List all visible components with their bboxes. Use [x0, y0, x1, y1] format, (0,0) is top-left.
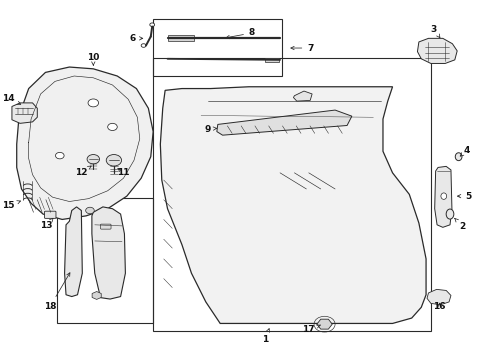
Polygon shape: [434, 166, 451, 227]
Circle shape: [85, 207, 94, 214]
Text: 15: 15: [2, 201, 20, 210]
Text: 5: 5: [457, 192, 470, 201]
Polygon shape: [293, 91, 311, 101]
Text: 12: 12: [75, 166, 91, 177]
Polygon shape: [160, 87, 425, 323]
Bar: [264, 58, 279, 62]
Text: 13: 13: [40, 218, 53, 230]
Text: 17: 17: [302, 325, 320, 334]
Circle shape: [106, 154, 122, 166]
Polygon shape: [92, 207, 125, 299]
Polygon shape: [17, 67, 153, 220]
Circle shape: [87, 154, 100, 164]
Ellipse shape: [149, 23, 154, 27]
Ellipse shape: [445, 209, 453, 219]
Text: 10: 10: [87, 53, 99, 65]
Text: 6: 6: [129, 34, 142, 43]
Ellipse shape: [141, 44, 146, 47]
Text: 9: 9: [204, 125, 216, 134]
Polygon shape: [12, 103, 37, 123]
Text: 2: 2: [454, 218, 465, 231]
Ellipse shape: [440, 193, 446, 199]
Bar: [167, 36, 193, 41]
Text: 14: 14: [1, 94, 20, 104]
Text: 3: 3: [430, 25, 439, 38]
Polygon shape: [64, 207, 82, 297]
Text: 1: 1: [261, 329, 269, 344]
Circle shape: [107, 123, 117, 131]
Text: 8: 8: [225, 28, 255, 39]
Circle shape: [88, 99, 99, 107]
Text: 18: 18: [44, 273, 70, 311]
Bar: [57, 198, 153, 323]
FancyBboxPatch shape: [101, 224, 111, 229]
Polygon shape: [417, 39, 456, 63]
Polygon shape: [216, 110, 351, 135]
Text: 7: 7: [290, 44, 313, 53]
Bar: [153, 58, 430, 330]
Text: 11: 11: [117, 168, 129, 177]
Polygon shape: [426, 289, 450, 305]
FancyBboxPatch shape: [44, 211, 56, 219]
Text: 16: 16: [432, 302, 445, 311]
Text: 4: 4: [459, 146, 469, 156]
Circle shape: [55, 152, 64, 159]
Ellipse shape: [454, 153, 461, 161]
Bar: [153, 19, 282, 76]
